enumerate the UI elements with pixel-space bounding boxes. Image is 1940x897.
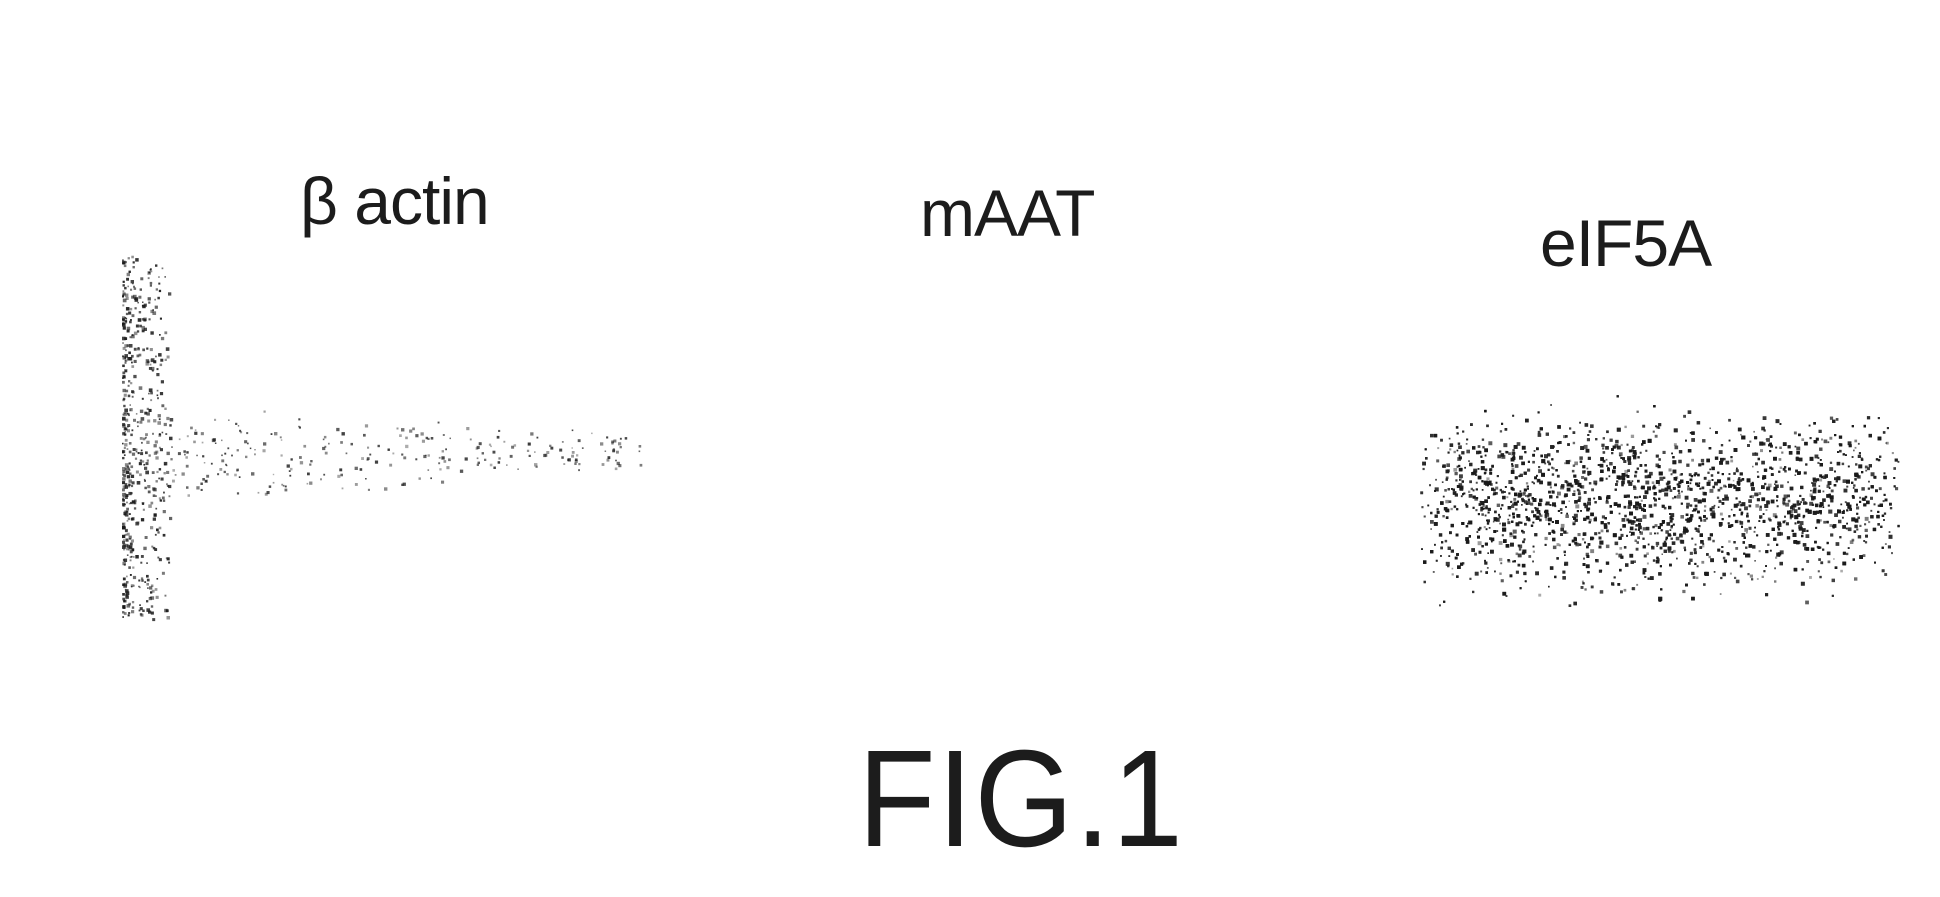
figure-caption: FIG.1 xyxy=(858,730,1185,868)
band-beta-actin xyxy=(122,256,642,621)
band-eif5a xyxy=(1420,395,1899,607)
